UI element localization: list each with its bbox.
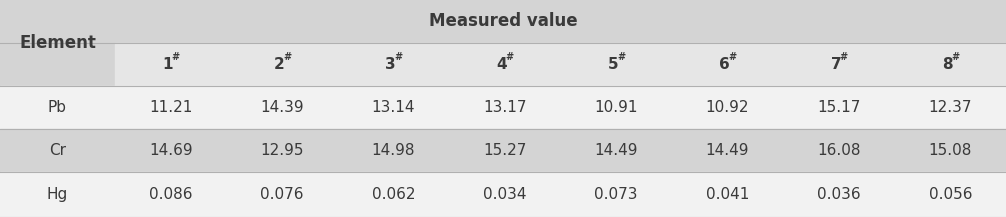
Text: 0.062: 0.062 bbox=[371, 187, 415, 202]
Bar bbox=[0, 0, 1006, 43]
Text: #: # bbox=[506, 53, 514, 62]
Text: 16.08: 16.08 bbox=[817, 143, 861, 158]
Text: 8: 8 bbox=[942, 57, 953, 72]
Bar bbox=[115, 43, 1006, 86]
Text: 0.056: 0.056 bbox=[929, 187, 972, 202]
Text: 0.036: 0.036 bbox=[817, 187, 861, 202]
Text: Hg: Hg bbox=[47, 187, 68, 202]
Text: 14.49: 14.49 bbox=[706, 143, 749, 158]
Text: 10.92: 10.92 bbox=[706, 100, 749, 115]
Text: 0.076: 0.076 bbox=[261, 187, 304, 202]
Text: 14.49: 14.49 bbox=[595, 143, 638, 158]
Text: #: # bbox=[283, 53, 291, 62]
Text: 6: 6 bbox=[719, 57, 730, 72]
Bar bbox=[0, 43, 115, 86]
Text: 15.08: 15.08 bbox=[929, 143, 972, 158]
Text: 12.37: 12.37 bbox=[929, 100, 972, 115]
Text: #: # bbox=[172, 53, 180, 62]
Text: 15.17: 15.17 bbox=[817, 100, 860, 115]
Text: 15.27: 15.27 bbox=[483, 143, 526, 158]
Text: Cr: Cr bbox=[49, 143, 66, 158]
Text: #: # bbox=[728, 53, 736, 62]
Text: 14.69: 14.69 bbox=[149, 143, 192, 158]
Bar bbox=[0, 86, 1006, 129]
Text: 0.041: 0.041 bbox=[706, 187, 749, 202]
Text: Pb: Pb bbox=[48, 100, 67, 115]
Text: 5: 5 bbox=[608, 57, 619, 72]
Text: #: # bbox=[394, 53, 402, 62]
Text: #: # bbox=[952, 53, 960, 62]
Text: 0.086: 0.086 bbox=[149, 187, 192, 202]
Text: 0.073: 0.073 bbox=[595, 187, 638, 202]
Text: Element: Element bbox=[19, 34, 96, 52]
Text: 11.21: 11.21 bbox=[149, 100, 192, 115]
Text: 12.95: 12.95 bbox=[261, 143, 304, 158]
Bar bbox=[0, 172, 1006, 217]
Text: 7: 7 bbox=[831, 57, 841, 72]
Text: 14.98: 14.98 bbox=[371, 143, 415, 158]
Text: 13.17: 13.17 bbox=[483, 100, 526, 115]
Text: 14.39: 14.39 bbox=[261, 100, 304, 115]
Text: 13.14: 13.14 bbox=[371, 100, 415, 115]
Bar bbox=[0, 129, 1006, 172]
Text: 2: 2 bbox=[274, 57, 285, 72]
Text: 4: 4 bbox=[497, 57, 507, 72]
Text: Measured value: Measured value bbox=[429, 13, 577, 31]
Text: 10.91: 10.91 bbox=[595, 100, 638, 115]
Text: 0.034: 0.034 bbox=[483, 187, 526, 202]
Text: 3: 3 bbox=[385, 57, 395, 72]
Text: #: # bbox=[840, 53, 848, 62]
Text: 1: 1 bbox=[162, 57, 173, 72]
Text: #: # bbox=[617, 53, 626, 62]
